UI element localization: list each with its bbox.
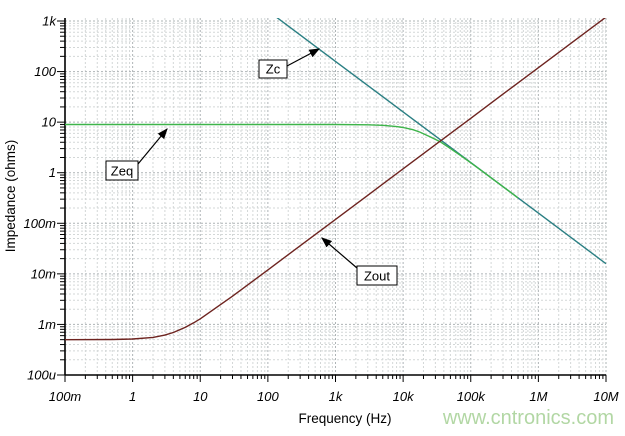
y-tick-label: 100u <box>27 368 56 383</box>
x-tick-label: 10k <box>393 389 415 404</box>
x-tick-label: 100 <box>257 389 279 404</box>
y-tick-label: 1m <box>38 317 56 332</box>
x-tick-label: 10M <box>593 389 618 404</box>
y-tick-labels: 1k 100 10 1 100m 10m 1m 100u <box>23 14 57 383</box>
x-tick-label: 100m <box>49 389 82 404</box>
x-tick-label: 100k <box>457 389 487 404</box>
curve-zc <box>276 18 606 265</box>
gridlines <box>64 18 607 376</box>
y-axis-title: Impedance (ohms) <box>3 140 18 253</box>
y-tick-label: 100m <box>23 216 56 231</box>
annotation-zout: Zout <box>321 237 398 286</box>
watermark: www.cntronics.com <box>442 407 614 429</box>
x-tick-labels: 100m 1 10 100 1k 10k 100k 1M 10M <box>49 389 619 404</box>
axes <box>64 18 606 376</box>
x-tick-label: 1M <box>529 389 547 404</box>
annotation-label: Zout <box>364 269 390 284</box>
curve-zeq <box>65 123 519 199</box>
x-tick-label: 1 <box>129 389 136 404</box>
chart-canvas: 100m 1 10 100 1k 10k 100k 1M 10M1k100101100m10m1… <box>23 14 619 405</box>
x-tick-label: 10 <box>193 389 208 404</box>
curve-zout <box>65 18 606 341</box>
annotation-zc: Zc <box>258 48 321 79</box>
y-tick-label: 10 <box>42 115 57 130</box>
y-tick-label: 100 <box>34 64 56 79</box>
y-tick-label: 1 <box>49 165 56 180</box>
x-axis-title: Frequency (Hz) <box>298 411 391 426</box>
annotation-label: Zeq <box>111 164 133 179</box>
y-tick-label: 10m <box>31 266 56 281</box>
y-tick-label: 1k <box>42 14 57 29</box>
x-tick-label: 1k <box>329 389 344 404</box>
annotation-zeq: Zeq <box>105 128 168 181</box>
annotation-label: Zc <box>266 62 281 77</box>
